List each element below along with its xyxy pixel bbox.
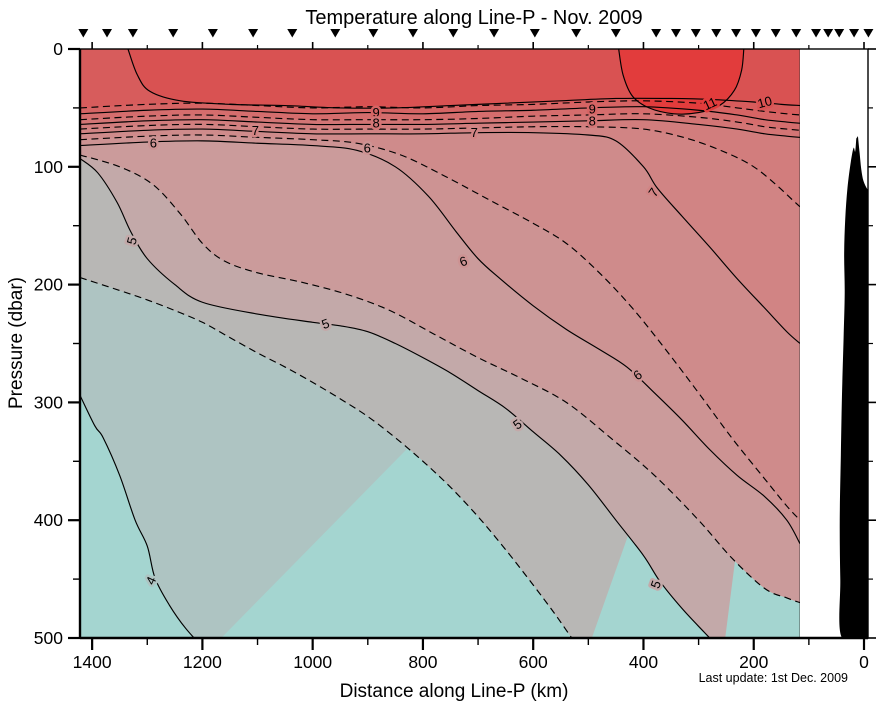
station-triangle-icon xyxy=(168,29,179,38)
svg-text:9: 9 xyxy=(589,102,596,117)
station-triangle-icon xyxy=(791,29,802,38)
station-triangle-icon xyxy=(287,29,298,38)
coast-silhouette-shape xyxy=(839,136,868,638)
svg-text:6: 6 xyxy=(364,140,371,155)
station-triangle-icon xyxy=(711,29,722,38)
station-triangle-icon xyxy=(448,29,459,38)
station-triangle-icon xyxy=(690,29,701,38)
x-tick-label: 800 xyxy=(408,652,437,672)
svg-text:8: 8 xyxy=(372,116,379,131)
station-triangle-icon xyxy=(651,29,662,38)
y-axis-title: Pressure (dbar) xyxy=(6,277,27,409)
x-tick-label: 1400 xyxy=(73,652,112,672)
station-triangle-icon xyxy=(731,29,742,38)
y-tick-label: 200 xyxy=(34,275,63,295)
station-markers xyxy=(78,29,874,38)
station-triangle-icon xyxy=(248,29,259,38)
svg-text:7: 7 xyxy=(471,125,478,140)
station-triangle-icon xyxy=(811,29,822,38)
y-tick-label: 300 xyxy=(34,392,63,412)
station-triangle-icon xyxy=(529,29,540,38)
svg-text:8: 8 xyxy=(589,113,596,128)
station-triangle-icon xyxy=(368,29,379,38)
svg-text:10: 10 xyxy=(756,93,774,111)
x-tick-label: 1000 xyxy=(293,652,332,672)
x-tick-label: 400 xyxy=(629,652,658,672)
x-tick-label: 600 xyxy=(519,652,548,672)
contour-lines xyxy=(80,49,800,638)
station-triangle-icon xyxy=(834,29,845,38)
station-triangle-icon xyxy=(863,29,874,38)
axes: 1400 1200 1000 800 600 400 200 0 0 100 200 300 400 50… xyxy=(34,39,876,672)
station-triangle-icon xyxy=(750,29,761,38)
station-triangle-icon xyxy=(770,29,781,38)
station-triangle-icon xyxy=(849,29,860,38)
svg-text:9: 9 xyxy=(372,105,379,120)
y-tick-label: 100 xyxy=(34,157,63,177)
svg-text:6: 6 xyxy=(150,136,157,151)
station-triangle-icon xyxy=(571,29,582,38)
y-tick-label: 400 xyxy=(34,510,63,530)
station-triangle-icon xyxy=(127,29,138,38)
y-tick-label: 500 xyxy=(34,628,63,648)
station-triangle-icon xyxy=(78,29,89,38)
filled-temperature-bands xyxy=(80,49,800,638)
station-triangle-icon xyxy=(670,29,681,38)
station-triangle-icon xyxy=(102,29,113,38)
x-tick-label: 1200 xyxy=(183,652,222,672)
chart-title: Temperature along Line-P - Nov. 2009 xyxy=(305,7,642,29)
svg-text:7: 7 xyxy=(252,123,259,138)
station-triangle-icon xyxy=(207,29,218,38)
station-triangle-icon xyxy=(610,29,621,38)
station-triangle-icon xyxy=(330,29,341,38)
x-tick-label: 200 xyxy=(739,652,768,672)
station-triangle-icon xyxy=(408,29,419,38)
x-tick-label: 0 xyxy=(859,652,869,672)
x-axis-title: Distance along Line-P (km) xyxy=(340,681,569,702)
station-triangle-icon xyxy=(823,29,834,38)
last-update-note: Last update: 1st Dec. 2009 xyxy=(699,671,848,685)
y-tick-label: 0 xyxy=(53,39,63,59)
station-triangle-icon xyxy=(489,29,500,38)
coast-bathymetry-silhouette xyxy=(839,136,868,638)
